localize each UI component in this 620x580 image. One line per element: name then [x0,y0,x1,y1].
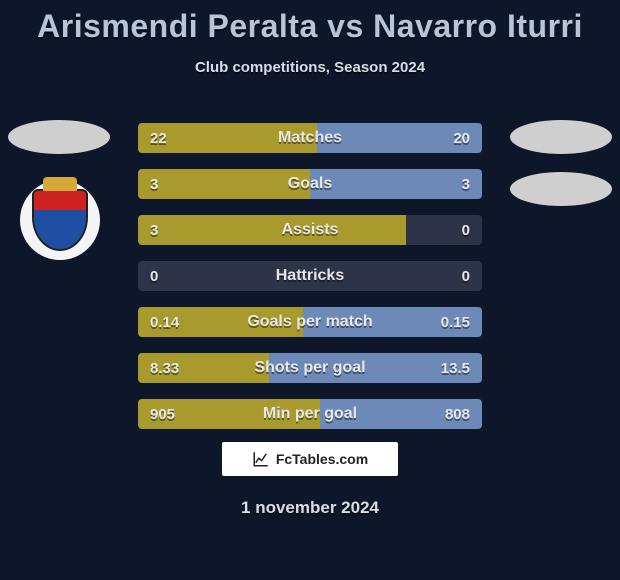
player-left-club-badge [20,180,100,260]
brand-text: FcTables.com [276,451,368,467]
stat-bar-right [317,123,482,153]
stat-row: 905808Min per goal [138,399,482,429]
stat-bar-right [303,307,482,337]
stat-bar-left [138,215,406,245]
stat-value-left: 0 [138,261,170,291]
stat-bar-left [138,123,317,153]
stat-bar-right [269,353,482,383]
stat-value-right: 0 [450,261,482,291]
player-right-avatar [510,120,612,154]
stat-bar-right [310,169,482,199]
stat-value-right: 0 [450,215,482,245]
stat-row: 0 0Hattricks [138,261,482,291]
stat-row: 8.3313.5Shots per goal [138,353,482,383]
stat-row: 33Goals [138,169,482,199]
stat-row: 30Assists [138,215,482,245]
chart-icon [252,450,270,468]
stat-row: 2220Matches [138,123,482,153]
stat-bar-left [138,353,269,383]
shield-icon [32,189,88,251]
player-right-club-avatar [510,172,612,206]
stat-bar-left [138,399,320,429]
page-title: Arismendi Peralta vs Navarro Iturri [0,0,620,45]
brand-logo: FcTables.com [222,442,398,476]
player-left-avatar [8,120,110,154]
stat-bar-left [138,169,310,199]
date-caption: 1 november 2024 [0,498,620,518]
stat-bar-left [138,307,303,337]
subtitle: Club competitions, Season 2024 [0,59,620,76]
stat-label: Hattricks [138,261,482,291]
stats-container: 2220Matches33Goals30Assists00Hattricks0.… [138,123,482,445]
stat-row: 0.140.15Goals per match [138,307,482,337]
stat-bar-right [320,399,482,429]
